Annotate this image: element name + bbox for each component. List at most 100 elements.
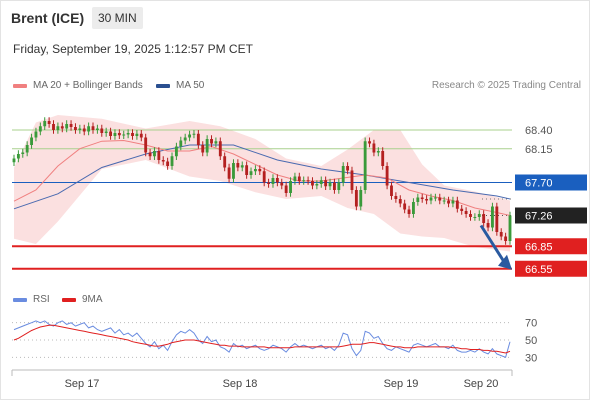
candle-body [47, 121, 51, 124]
ma20-swatch [13, 83, 27, 88]
candle-body [451, 200, 455, 204]
x-tick-label: Sep 18 [223, 378, 258, 390]
candle-body [368, 141, 371, 144]
x-tick-label: Sep 19 [384, 378, 419, 390]
candle-body [65, 124, 69, 129]
candle-body [21, 152, 25, 154]
level-tag [515, 174, 587, 191]
legend-9ma-label: 9MA [82, 294, 103, 305]
credit-text: Research © 2025 Trading Central [431, 80, 581, 91]
candle-body [425, 199, 429, 201]
candle-body [87, 126, 91, 132]
rsi-tick-label: 50 [525, 335, 537, 347]
candle-body [275, 178, 279, 183]
forecast-arrowhead [498, 254, 512, 270]
candle-body [205, 139, 209, 153]
candle-body [166, 161, 170, 166]
chart-header: Brent (ICE) 30 MIN [0, 0, 590, 36]
candle-body [52, 124, 55, 130]
candle-body [69, 124, 73, 127]
rsi-ma-line [13, 324, 511, 354]
candle-body [262, 171, 266, 183]
last-price-tag [515, 207, 587, 224]
candle-body [420, 197, 424, 199]
legend-9ma: 9MA [62, 294, 103, 305]
candle-body [407, 209, 411, 214]
candle-body [170, 156, 174, 166]
candle-body [267, 182, 271, 184]
candle-body [223, 156, 227, 168]
candle-body [381, 151, 385, 166]
candle-body [412, 202, 415, 214]
candle-body [491, 206, 494, 228]
candle-body [95, 128, 99, 130]
candle-body [91, 126, 95, 130]
timestamp: Friday, September 19, 2025 1:12:57 PM CE… [13, 42, 253, 56]
candle-body [117, 133, 121, 136]
ma50-swatch [156, 83, 170, 88]
candle-body [38, 126, 42, 132]
x-tick-label: Sep 17 [65, 378, 100, 390]
candle-body [416, 197, 420, 202]
candle-body [390, 185, 393, 196]
candle-body [376, 151, 380, 153]
candle-body [280, 182, 284, 186]
candle-body [183, 137, 187, 141]
candle-body [442, 200, 446, 202]
candle-body [249, 171, 253, 175]
candle-body [100, 128, 104, 133]
candle-body [16, 154, 20, 159]
candle-body [315, 184, 319, 186]
rsi-swatch [13, 297, 27, 302]
candle-body [447, 200, 450, 204]
level-label: 68.15 [525, 144, 553, 156]
candle-body [469, 214, 472, 217]
candle-body [403, 203, 407, 210]
candle-body [319, 180, 323, 184]
candle-body [232, 163, 235, 179]
candle-body [253, 169, 257, 172]
candle-body [174, 146, 178, 157]
candle-body [144, 137, 148, 153]
candle-body [109, 131, 112, 136]
candle-body [153, 151, 156, 157]
ma20-line [13, 139, 511, 216]
candle-body [192, 133, 196, 135]
candle-body [218, 141, 222, 157]
legend-ma50-label: MA 50 [176, 80, 205, 91]
level-tag [515, 260, 587, 277]
candle-body [60, 126, 64, 129]
candle-body [126, 133, 130, 135]
last-price-label: 67.26 [525, 211, 553, 223]
candle-body [113, 133, 117, 136]
candle-body [508, 215, 512, 241]
candle-body [104, 131, 108, 133]
candle-body [394, 196, 398, 199]
candle-body [12, 158, 16, 163]
candle-body [324, 180, 328, 187]
candle-body [433, 197, 437, 199]
candle-body [240, 165, 244, 168]
interval-button[interactable]: 30 MIN [92, 7, 143, 29]
candle-body [486, 223, 490, 228]
candle-body [429, 197, 433, 201]
candle-body [227, 167, 231, 179]
candle-body [341, 166, 345, 183]
bollinger-band [14, 115, 510, 252]
legend-ma20: MA 20 + Bollinger Bands [13, 80, 143, 91]
candle-body [385, 166, 389, 186]
candle-body [82, 128, 86, 132]
candle-body [34, 131, 38, 138]
candle-body [438, 197, 442, 201]
level-tag [515, 238, 587, 255]
candle-body [473, 217, 477, 218]
candle-body [302, 180, 306, 182]
legend-rsi: RSI [13, 294, 50, 305]
candle-body [196, 133, 200, 145]
candle-body [210, 139, 213, 144]
candle-body [328, 182, 332, 187]
candle-body [135, 133, 139, 136]
ma50-line [13, 144, 511, 210]
candle-body [311, 181, 314, 186]
